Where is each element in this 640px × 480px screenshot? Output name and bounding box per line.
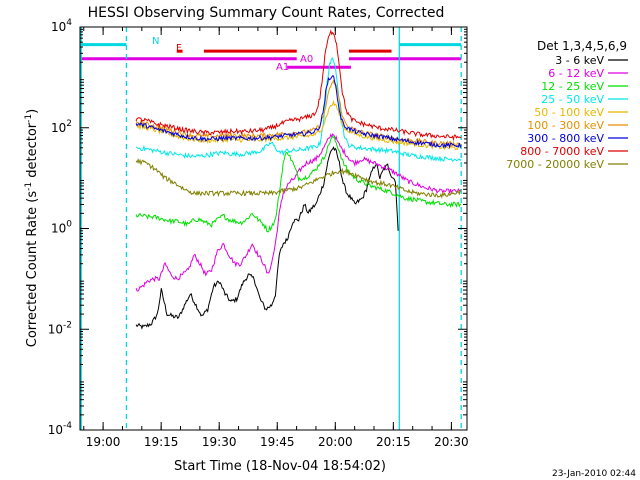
legend-label-25-50-kev: 25 - 50 keV: [541, 93, 604, 106]
plot-frame: [79, 26, 468, 431]
legend-label-12-25-kev: 12 - 25 keV: [541, 80, 604, 93]
series-line-25-50-kev: [135, 57, 462, 163]
legend-label-6-12-kev: 6 - 12 keV: [548, 67, 604, 80]
axes: 19:00 19:15 19:30 19:45 20:00 20:15 20:30 10-4 1…: [48, 18, 469, 449]
legend-label-300-800-kev: 300 - 800 keV: [527, 132, 604, 145]
x-tick-label-19-00: 19:00: [86, 435, 121, 449]
y-axis-label: Corrected Count Rate (s-1 detector-1): [24, 109, 40, 347]
y-axis-label-end: ): [25, 109, 40, 114]
series-line-800-7000-kev: [135, 29, 462, 142]
flag-bars: N F A0 A1: [81, 36, 462, 73]
x-tick-label-19-45: 19:45: [260, 435, 295, 449]
y-axis-label-mid: detector: [25, 122, 40, 182]
x-tick-label-20-30: 20:30: [434, 435, 469, 449]
legend-label-800-7000-kev: 800 - 7000 keV: [520, 145, 604, 158]
chart-title: HESSI Observing Summary Count Rates, Cor…: [88, 5, 445, 21]
date-stamp: 23-Jan-2010 02:44: [552, 469, 636, 479]
y-tick-label-2: 10-2: [48, 320, 72, 336]
y-axis-label-exp2: -1: [24, 114, 34, 123]
legend-label-50-100-kev: 50 - 100 keV: [534, 106, 604, 119]
series-line-300-800-kev: [135, 75, 462, 149]
legend-label-7000-20000-kev: 7000 - 20000 keV: [506, 158, 604, 171]
x-tick-label-19-15: 19:15: [144, 435, 179, 449]
x-tick-label-19-30: 19:30: [202, 435, 237, 449]
legend-label-100-300-kev: 100 - 300 keV: [527, 119, 604, 132]
y-axis-label-main: Corrected Count Rate (s: [25, 191, 40, 348]
series-line-7000-20000-kev: [135, 157, 462, 199]
flag-label-a1: A1: [276, 62, 289, 73]
y-tick-label-0: 100: [51, 220, 72, 236]
flag-label-f: F: [176, 43, 182, 54]
series-line-3-6-kev: [135, 146, 399, 330]
x-tick-label-20-00: 20:00: [318, 435, 353, 449]
y-axis-label-exp1: -1: [24, 182, 34, 191]
x-tick-label-20-15: 20:15: [376, 435, 411, 449]
legend-label-3-6-kev: 3 - 6 keV: [555, 54, 604, 67]
series-lines: [135, 29, 462, 330]
series-line-100-300-kev: [135, 79, 462, 148]
y-tick-label-4: 10-4: [48, 421, 73, 437]
x-axis-label: Start Time (18-Nov-04 18:54:02): [174, 459, 386, 474]
series-line-50-100-kev: [135, 99, 462, 151]
series-line-12-25-kev: [135, 135, 462, 233]
y-tick-label-4: 104: [51, 18, 72, 34]
series-line-6-12-kev: [135, 132, 462, 292]
flag-label-n: N: [152, 36, 159, 47]
y-tick-label-2: 102: [51, 119, 72, 135]
legend-title: Det 1,3,4,5,6,9: [537, 39, 627, 53]
flag-label-a0: A0: [300, 54, 313, 65]
